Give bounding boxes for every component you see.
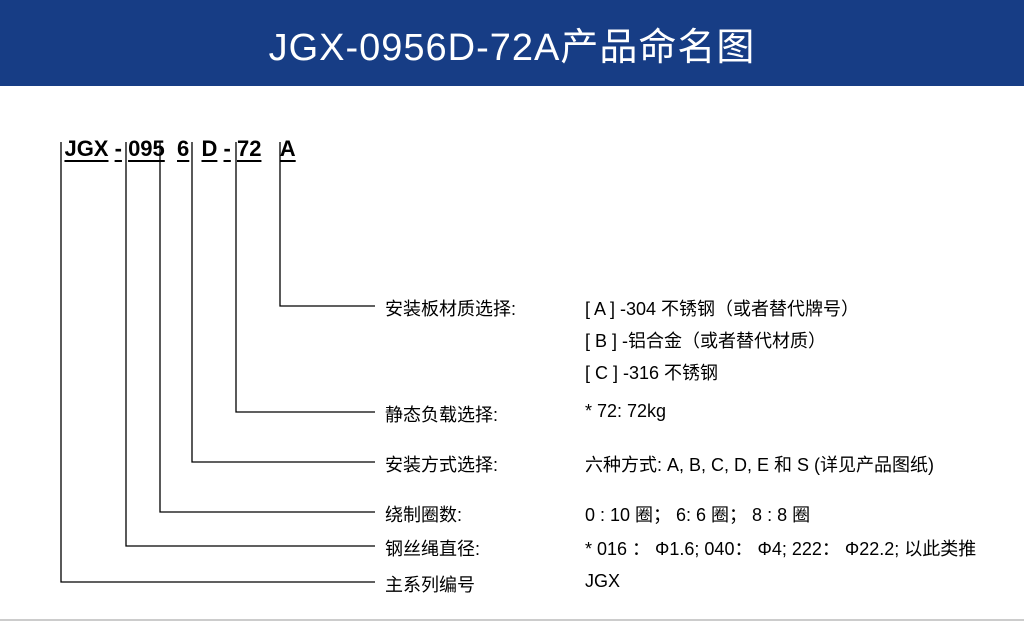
row-value-line: * 72: 72kg — [585, 401, 666, 422]
row-value-line: 六种方式: A, B, C, D, E 和 S (详见产品图纸) — [585, 451, 934, 477]
row-value-line: [ C ] -316 不锈钢 — [585, 359, 859, 385]
code-seg-dash1: - — [115, 136, 122, 162]
row-value-line: 0 : 10 圈； 6: 6 圈； 8 : 8 圈 — [585, 501, 810, 527]
row-value-line: * 016 ： Φ1.6; 040： Φ4; 222： Φ22.2; 以此类推 — [585, 535, 976, 561]
code-seg-6: 6 — [177, 136, 189, 162]
row-value-line: [ B ] -铝合金（或者替代材质） — [585, 327, 859, 353]
product-code-row: JGX - 095 6 D - 72 A — [40, 110, 296, 188]
diagram-content: JGX - 095 6 D - 72 A 安装板材质选择: [ A ] -304 … — [0, 86, 1024, 620]
code-seg-dash2: - — [224, 136, 231, 162]
code-seg-a: A — [280, 136, 296, 162]
code-seg-095: 095 — [128, 136, 165, 162]
row-value-line: JGX — [585, 571, 620, 592]
page-header: JGX-0956D-72A产品命名图 — [0, 0, 1024, 86]
page-title: JGX-0956D-72A产品命名图 — [269, 16, 756, 71]
code-seg-jgx: JGX — [64, 136, 108, 162]
row-value-2: 六种方式: A, B, C, D, E 和 S (详见产品图纸) — [585, 451, 934, 477]
row-label-1: 静态负载选择: — [385, 401, 498, 427]
row-value-0: [ A ] -304 不锈钢（或者替代牌号） [ B ] -铝合金（或者替代材质）… — [585, 295, 859, 385]
row-label-0: 安装板材质选择: — [385, 295, 516, 321]
row-label-3: 绕制圈数: — [385, 501, 462, 527]
code-seg-d: D — [202, 136, 218, 162]
row-value-4: * 016 ： Φ1.6; 040： Φ4; 222： Φ22.2; 以此类推 — [585, 535, 976, 561]
row-label-4: 钢丝绳直径: — [385, 535, 480, 561]
row-value-1: * 72: 72kg — [585, 401, 666, 422]
code-seg-72: 72 — [237, 136, 261, 162]
row-value-3: 0 : 10 圈； 6: 6 圈； 8 : 8 圈 — [585, 501, 810, 527]
row-label-2: 安装方式选择: — [385, 451, 498, 477]
row-value-5: JGX — [585, 571, 620, 592]
row-label-5: 主系列编号 — [385, 571, 475, 597]
row-value-line: [ A ] -304 不锈钢（或者替代牌号） — [585, 295, 859, 321]
